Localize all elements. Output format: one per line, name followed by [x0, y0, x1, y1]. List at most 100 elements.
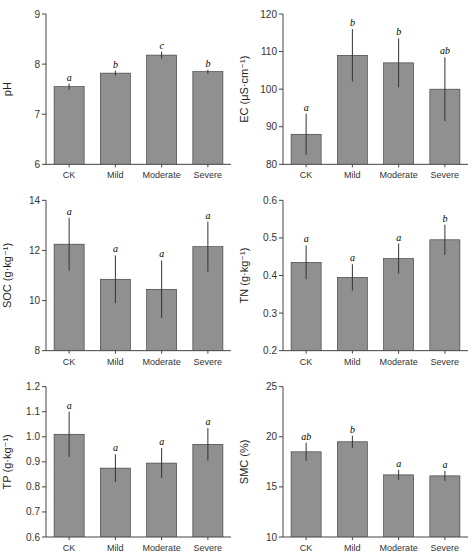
y-tick	[279, 436, 283, 437]
x-tick-label: CK	[300, 170, 313, 180]
plot-area	[291, 225, 460, 351]
y-tick-label: 110	[261, 46, 277, 57]
y-tick	[42, 350, 46, 351]
x-tick	[398, 351, 399, 354]
annotation: a	[67, 400, 72, 411]
y-tick-label: 90	[266, 121, 278, 132]
annotation: a	[304, 102, 309, 113]
y-tick-label: 0.2	[263, 345, 277, 356]
y-tick-label: 0.6	[263, 195, 277, 206]
annotation: a	[442, 459, 447, 470]
panel: 0.60.70.80.91.01.11.2TP (g·kg⁻¹)aaaaCKMi…	[1, 381, 231, 559]
x-axis	[283, 350, 468, 351]
annotation: a	[205, 416, 210, 427]
x-tick-label: CK	[63, 543, 76, 553]
x-tick-label: Mild	[344, 170, 361, 180]
y-axis	[46, 387, 47, 537]
y-tick-label: 1.1	[26, 406, 40, 417]
panel: 8090100110120EC (μS·cm⁻¹)abbabCKMildMode…	[238, 9, 468, 466]
x-axis	[46, 350, 231, 351]
y-axis-label: SOC (g·kg⁻¹)	[1, 243, 13, 308]
y-tick	[279, 386, 283, 387]
y-tick-label: 12	[29, 245, 41, 256]
x-tick-label: Mild	[107, 170, 124, 180]
x-tick	[161, 537, 162, 540]
x-tick	[352, 351, 353, 354]
plot-area	[291, 436, 460, 537]
error-bar	[444, 225, 445, 255]
annotation: b	[442, 213, 447, 224]
y-tick	[42, 164, 46, 165]
error-bar	[398, 244, 399, 274]
error-bar	[306, 114, 307, 155]
x-tick-label: Moderate	[143, 543, 181, 553]
y-axis-label: EC (μS·cm⁻¹)	[238, 56, 250, 123]
error-bar	[444, 471, 445, 481]
y-tick	[279, 486, 283, 487]
y-tick	[42, 436, 46, 437]
error-bar	[444, 57, 445, 121]
x-tick	[69, 164, 70, 167]
error-bar	[207, 70, 208, 74]
annotation: a	[159, 248, 164, 259]
y-axis-label: SMC (%)	[238, 440, 250, 485]
bar	[291, 452, 321, 537]
y-tick	[42, 511, 46, 512]
y-tick-label: 10	[266, 532, 278, 543]
x-tick-label: CK	[63, 357, 76, 367]
y-axis-label: TN (g·kg⁻¹)	[238, 248, 250, 304]
y-tick	[42, 411, 46, 412]
bar	[384, 475, 414, 537]
x-tick-label: Severe	[431, 357, 460, 367]
y-tick-label: 9	[34, 9, 40, 20]
annotation: a	[304, 233, 309, 244]
y-tick-label: 15	[266, 481, 278, 492]
y-tick	[42, 486, 46, 487]
y-axis	[46, 14, 47, 164]
x-tick-label: Moderate	[143, 357, 181, 367]
y-tick	[279, 537, 283, 538]
x-tick	[352, 537, 353, 540]
x-tick-label: Severe	[431, 170, 460, 180]
annotation: a	[67, 206, 72, 217]
error-bar	[115, 255, 116, 303]
bar	[430, 476, 460, 537]
x-tick	[444, 164, 445, 167]
panel: 10152025SMC (%)abbaaCKMildModerateSevere	[238, 381, 468, 559]
x-tick	[352, 164, 353, 167]
y-tick-label: 0.9	[26, 456, 40, 467]
x-tick-label: Mild	[344, 357, 361, 367]
annotation: a	[350, 252, 355, 263]
plot-area	[291, 29, 460, 164]
y-tick	[279, 350, 283, 351]
bar	[430, 240, 460, 351]
annotation: a	[113, 243, 118, 254]
annotation: b	[350, 17, 355, 28]
y-tick-label: 20	[266, 431, 278, 442]
error-bar	[69, 412, 70, 457]
y-tick-label: 25	[266, 381, 278, 392]
y-tick	[279, 200, 283, 201]
y-tick	[279, 14, 283, 15]
error-bar	[161, 52, 162, 59]
y-tick-label: 1.2	[26, 381, 40, 392]
x-tick-label: Mild	[107, 357, 124, 367]
x-tick	[306, 164, 307, 167]
y-axis-label: TP (g·kg⁻¹)	[1, 434, 13, 489]
error-bar	[398, 470, 399, 480]
x-tick-label: Moderate	[380, 543, 418, 553]
y-tick-label: 8	[34, 59, 40, 70]
x-tick-label: Moderate	[380, 357, 418, 367]
annotation: b	[396, 26, 401, 37]
x-tick-label: CK	[300, 357, 313, 367]
annotation: ab	[440, 45, 450, 56]
y-tick	[279, 313, 283, 314]
annotation: a	[396, 232, 401, 243]
panel: 6789pHabcbCKMildModerateSevere	[1, 9, 231, 466]
x-tick	[398, 537, 399, 540]
x-tick	[306, 537, 307, 540]
bar	[100, 73, 130, 164]
x-axis	[46, 164, 231, 165]
x-tick	[207, 164, 208, 167]
y-tick-label: 0.7	[26, 506, 40, 517]
